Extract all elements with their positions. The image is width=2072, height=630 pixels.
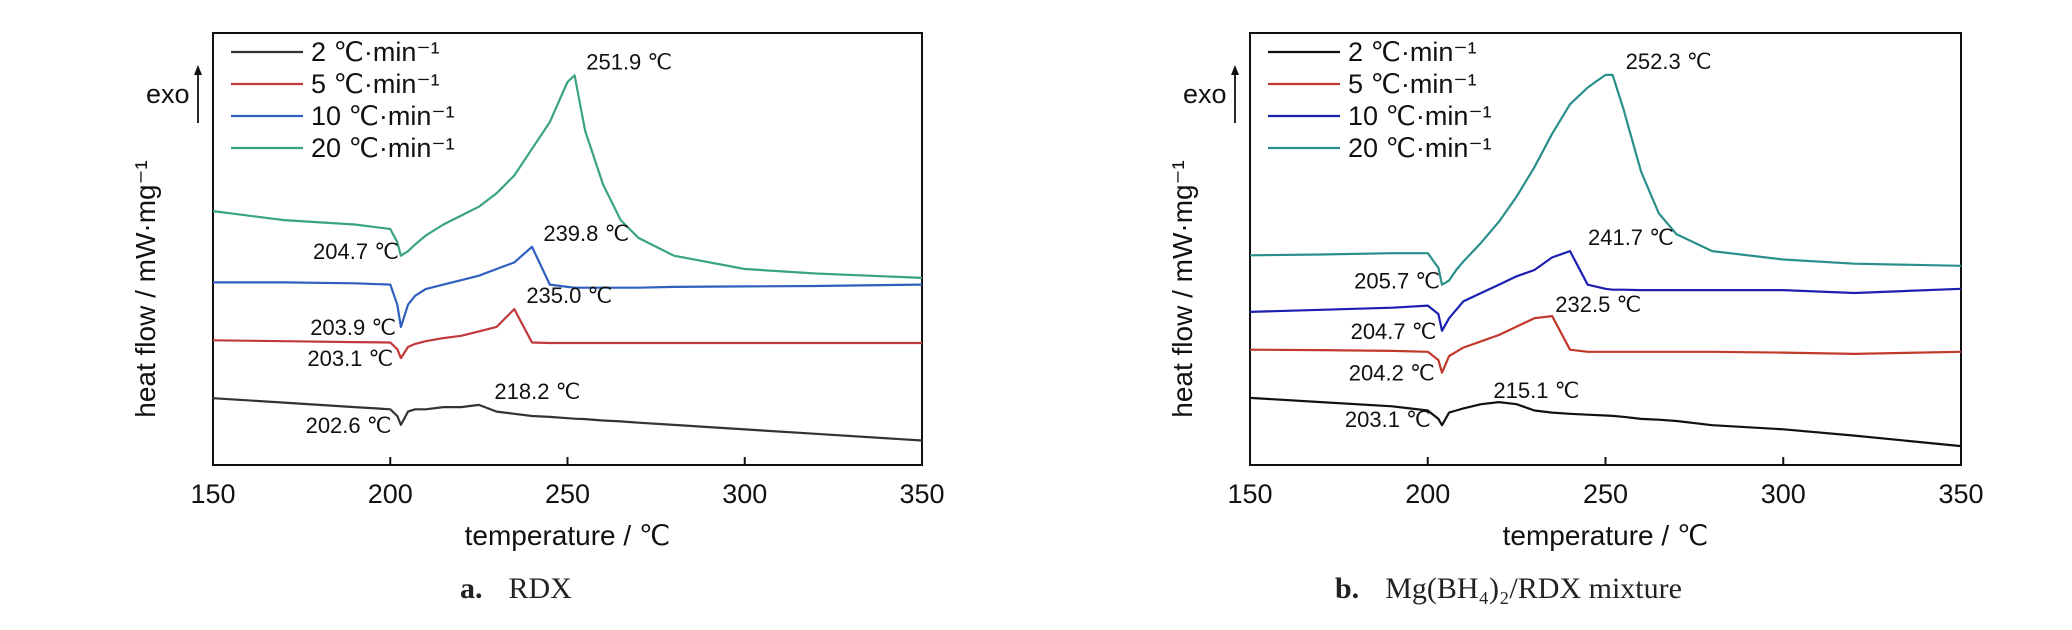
- peak-annotation: 235.0 ℃: [526, 283, 612, 308]
- caption-b: b. Mg(BH₄)₂/RDX mixture: [1335, 572, 1682, 606]
- peak-annotation: 218.2 ℃: [494, 379, 580, 404]
- peak-annotation: 232.5 ℃: [1555, 292, 1641, 317]
- series-line-4: [212, 74, 923, 279]
- caption-b-text: Mg(BH₄)₂/RDX mixture: [1385, 572, 1682, 605]
- legend-entry-3: 10 ℃·min⁻¹: [1348, 101, 1492, 131]
- peak-annotation: 251.9 ℃: [586, 49, 672, 74]
- x-tick-label: 250: [1583, 479, 1628, 509]
- peak-annotation: 252.3 ℃: [1626, 49, 1712, 74]
- exo-label: exo: [1183, 79, 1227, 109]
- series-line-1: [1249, 396, 1962, 448]
- caption-a-letter: a.: [460, 572, 483, 605]
- peak-annotation: 203.1 ℃: [1345, 407, 1431, 432]
- x-tick-label: 200: [1405, 479, 1450, 509]
- peak-annotation: 215.1 ℃: [1493, 378, 1579, 403]
- peak-annotation: 239.8 ℃: [543, 221, 629, 246]
- exo-arrow-head: [194, 65, 202, 75]
- series-line-3: [1249, 250, 1962, 332]
- series-line-4: [1249, 73, 1962, 286]
- exo-arrow-head: [1231, 65, 1239, 75]
- x-tick-label: 200: [368, 479, 413, 509]
- legend-entry-1: 2 ℃·min⁻¹: [311, 37, 440, 67]
- legend-entry-4: 20 ℃·min⁻¹: [1348, 133, 1492, 163]
- caption-a-text: RDX: [508, 572, 572, 605]
- legend-entry-1: 2 ℃·min⁻¹: [1348, 37, 1477, 67]
- y-axis-label: heat flow / mW·mg⁻¹: [130, 160, 161, 417]
- x-tick-label: 150: [1227, 479, 1272, 509]
- legend-entry-3: 10 ℃·min⁻¹: [311, 101, 455, 131]
- peak-annotation: 203.1 ℃: [307, 346, 393, 371]
- legend-entry-4: 20 ℃·min⁻¹: [311, 133, 455, 163]
- x-tick-label: 150: [190, 479, 235, 509]
- y-axis-label: heat flow / mW·mg⁻¹: [1167, 160, 1198, 417]
- peak-annotation: 204.2 ℃: [1349, 361, 1435, 386]
- x-axis-label: temperature / ℃: [1503, 520, 1709, 551]
- series-line-1: [212, 397, 923, 442]
- caption-b-letter: b.: [1335, 572, 1360, 605]
- peak-annotation: 241.7 ℃: [1588, 225, 1674, 250]
- legend-entry-2: 5 ℃·min⁻¹: [311, 69, 440, 99]
- peak-annotation: 204.7 ℃: [313, 239, 399, 264]
- x-tick-label: 350: [899, 479, 944, 509]
- x-axis-label: temperature / ℃: [465, 520, 671, 551]
- peak-annotation: 204.7 ℃: [1351, 319, 1437, 344]
- series-line-2: [1249, 315, 1962, 374]
- x-tick-label: 300: [722, 479, 767, 509]
- series-line-2: [212, 308, 922, 360]
- series-line-3: [213, 245, 923, 328]
- chart-b: 150 200 250 300 350 temperature / ℃ heat flow …: [1167, 32, 1984, 551]
- caption-a: a. RDX: [460, 572, 572, 606]
- x-tick-label: 250: [545, 479, 590, 509]
- x-tick-label: 350: [1938, 479, 1983, 509]
- peak-annotation: 203.9 ℃: [310, 315, 396, 340]
- x-tick-label: 300: [1761, 479, 1806, 509]
- peak-annotation: 202.6 ℃: [306, 413, 392, 438]
- peak-annotation: 205.7 ℃: [1354, 268, 1440, 293]
- chart-a: 150 200 250 300 350 temperature / ℃ heat flow …: [130, 32, 945, 551]
- exo-label: exo: [146, 79, 190, 109]
- legend-entry-2: 5 ℃·min⁻¹: [1348, 69, 1477, 99]
